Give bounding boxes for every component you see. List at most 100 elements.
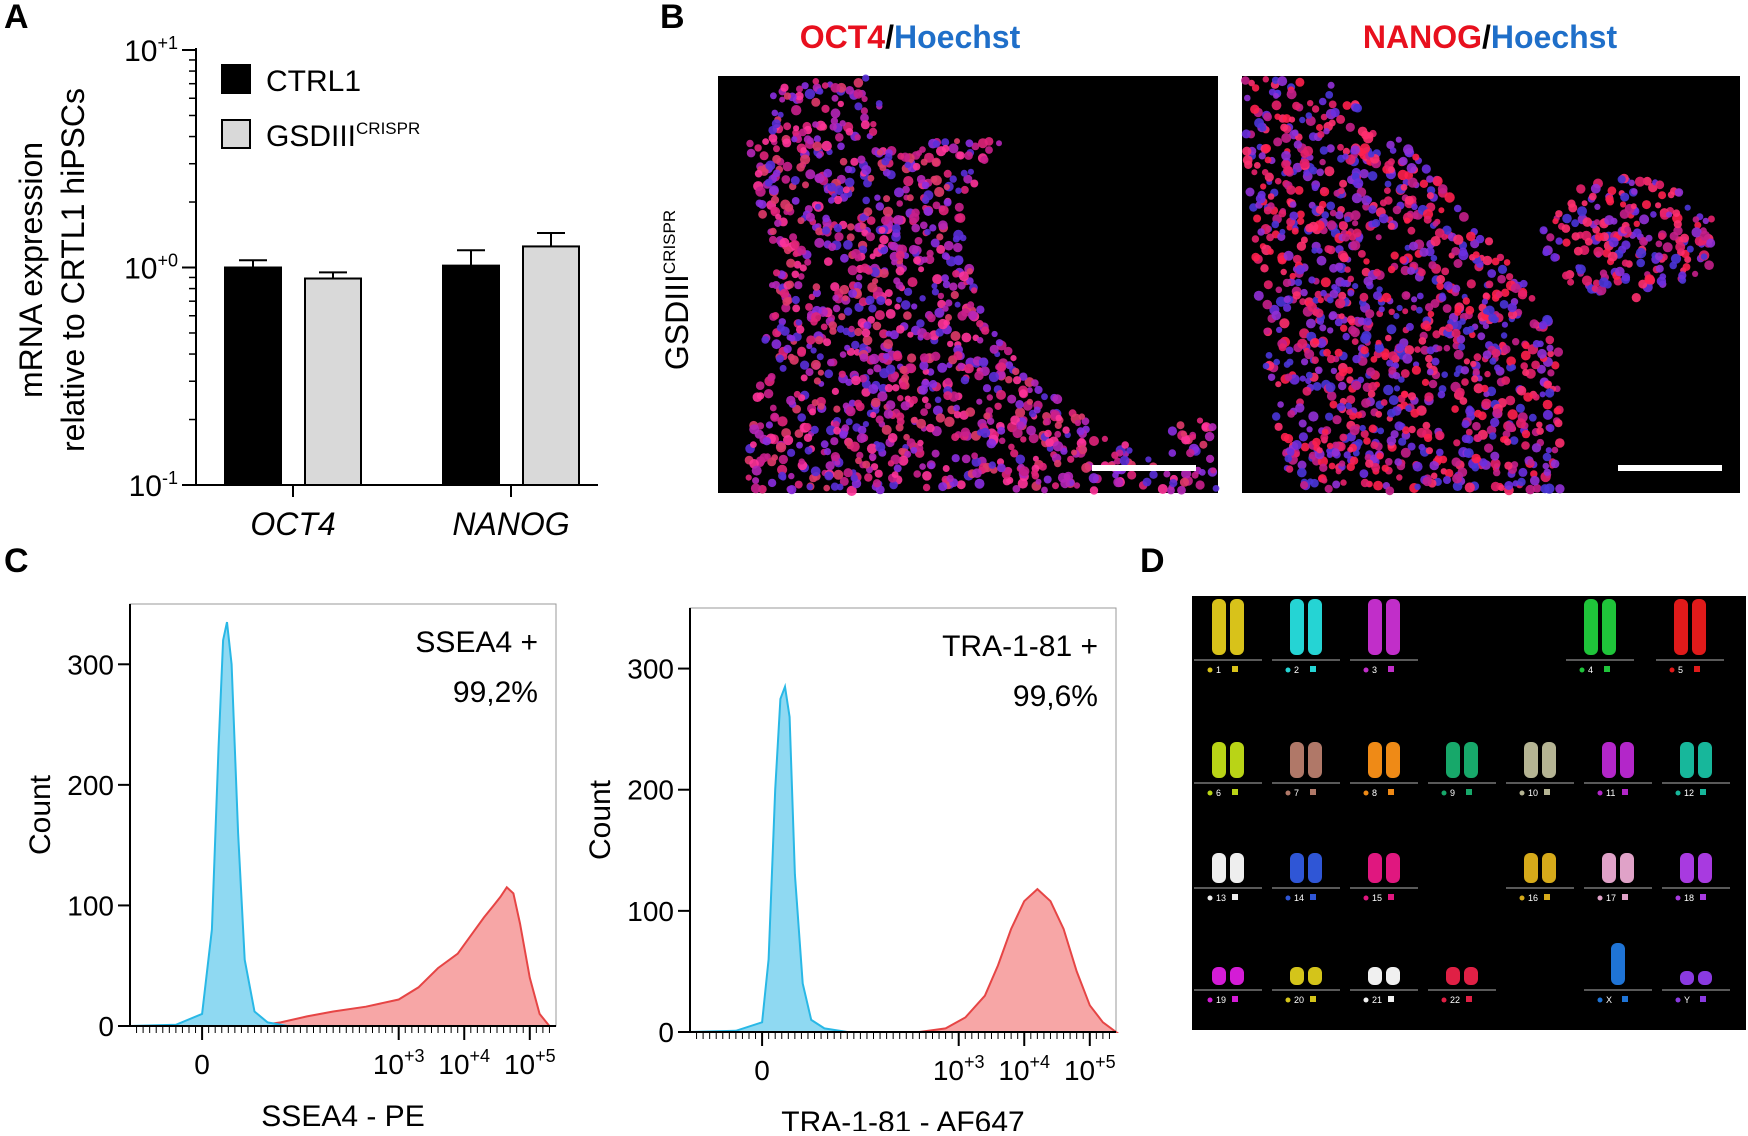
nucleus bbox=[967, 168, 975, 175]
nucleus bbox=[942, 280, 951, 289]
nucleus bbox=[868, 453, 877, 461]
nucleus bbox=[1355, 439, 1363, 447]
nucleus bbox=[1509, 364, 1517, 371]
nucleus bbox=[1406, 163, 1417, 174]
chromosome-color-code bbox=[1388, 666, 1394, 672]
nucleus bbox=[1314, 290, 1323, 299]
legend: CTRL1 GSDIIICRISPR bbox=[221, 64, 420, 153]
nucleus bbox=[1453, 204, 1462, 213]
nucleus bbox=[995, 339, 1004, 347]
nucleus bbox=[1342, 153, 1349, 160]
chromosome bbox=[1386, 853, 1400, 883]
nucleus bbox=[805, 212, 816, 222]
nucleus bbox=[1263, 327, 1271, 335]
nucleus bbox=[1012, 367, 1020, 376]
chromosome-label: 15 bbox=[1372, 893, 1382, 903]
nucleus bbox=[1041, 486, 1048, 494]
bar bbox=[522, 245, 580, 486]
nucleus bbox=[1081, 462, 1092, 473]
hist-x-tick-label: 10+5 bbox=[1064, 1052, 1116, 1086]
nucleus bbox=[1553, 347, 1564, 357]
hist-y-axis-label: Count bbox=[584, 779, 617, 860]
hist-x-tick-label-base: 10 bbox=[438, 1049, 469, 1080]
nucleus bbox=[899, 365, 908, 374]
nucleus bbox=[1621, 259, 1629, 267]
nucleus bbox=[861, 95, 868, 103]
nucleus bbox=[870, 411, 877, 419]
nucleus bbox=[921, 181, 930, 190]
nucleus bbox=[893, 352, 903, 362]
nucleus bbox=[1490, 458, 1501, 469]
nucleus bbox=[1263, 112, 1272, 122]
nucleus bbox=[1016, 421, 1025, 430]
nucleus bbox=[948, 143, 959, 154]
nucleus bbox=[1262, 299, 1273, 310]
nucleus bbox=[938, 482, 948, 492]
nucleus bbox=[983, 412, 991, 420]
nucleus bbox=[1485, 280, 1494, 289]
nucleus bbox=[1316, 124, 1323, 131]
nucleus bbox=[1553, 407, 1562, 415]
nucleus bbox=[1295, 264, 1306, 275]
nucleus bbox=[787, 448, 796, 457]
nucleus bbox=[991, 330, 998, 338]
nucleus bbox=[1292, 101, 1301, 111]
nucleus bbox=[1682, 263, 1691, 271]
nucleus bbox=[1289, 211, 1299, 221]
nucleus bbox=[805, 303, 813, 311]
nucleus bbox=[1418, 337, 1427, 345]
nucleus bbox=[838, 370, 846, 378]
nucleus bbox=[1350, 145, 1360, 155]
nucleus bbox=[830, 117, 839, 125]
chromosome-dot bbox=[1519, 790, 1525, 796]
nucleus bbox=[953, 404, 960, 412]
row-label-sup: CRISPR bbox=[660, 210, 679, 274]
nucleus bbox=[1306, 426, 1313, 433]
nucleus bbox=[1342, 147, 1350, 155]
nucleus bbox=[839, 120, 846, 127]
nucleus bbox=[949, 175, 957, 183]
nucleus bbox=[1381, 352, 1390, 361]
nucleus bbox=[883, 353, 890, 360]
nucleus bbox=[862, 74, 870, 82]
nucleus bbox=[770, 92, 777, 100]
nucleus bbox=[795, 319, 802, 326]
nucleus bbox=[835, 133, 844, 142]
nucleus bbox=[1484, 237, 1494, 246]
nucleus bbox=[1054, 459, 1062, 468]
nanog-marker-label: NANOG bbox=[1363, 19, 1482, 55]
chromosome-label: 12 bbox=[1684, 788, 1694, 798]
nucleus bbox=[1350, 240, 1361, 251]
nucleus bbox=[1283, 303, 1292, 312]
nucleus bbox=[1261, 169, 1269, 176]
nucleus bbox=[1605, 194, 1614, 204]
nucleus bbox=[1482, 323, 1489, 330]
nucleus bbox=[1562, 271, 1571, 280]
nucleus bbox=[800, 147, 807, 154]
nucleus bbox=[1076, 427, 1085, 436]
hist-x-tick-label: 10+5 bbox=[504, 1046, 556, 1080]
chromosome bbox=[1290, 853, 1304, 883]
nucleus bbox=[988, 461, 996, 469]
chromosome bbox=[1290, 599, 1304, 655]
nucleus bbox=[845, 439, 852, 447]
chromosome-label: 9 bbox=[1450, 788, 1455, 798]
nucleus bbox=[1278, 209, 1287, 218]
nucleus bbox=[867, 282, 878, 293]
nucleus bbox=[920, 221, 928, 230]
nucleus bbox=[936, 233, 944, 241]
nucleus bbox=[1521, 429, 1531, 439]
chromosome-dot bbox=[1363, 895, 1369, 901]
nucleus bbox=[1378, 306, 1385, 313]
nucleus bbox=[860, 120, 870, 130]
nucleus bbox=[806, 335, 816, 345]
nucleus bbox=[976, 398, 983, 405]
nucleus bbox=[946, 474, 954, 483]
nucleus bbox=[1311, 356, 1319, 365]
nucleus bbox=[923, 332, 932, 341]
nucleus bbox=[1292, 291, 1302, 300]
nucleus bbox=[1441, 371, 1448, 379]
nucleus bbox=[787, 485, 797, 495]
nucleus bbox=[887, 460, 895, 467]
nucleus bbox=[1316, 255, 1327, 266]
